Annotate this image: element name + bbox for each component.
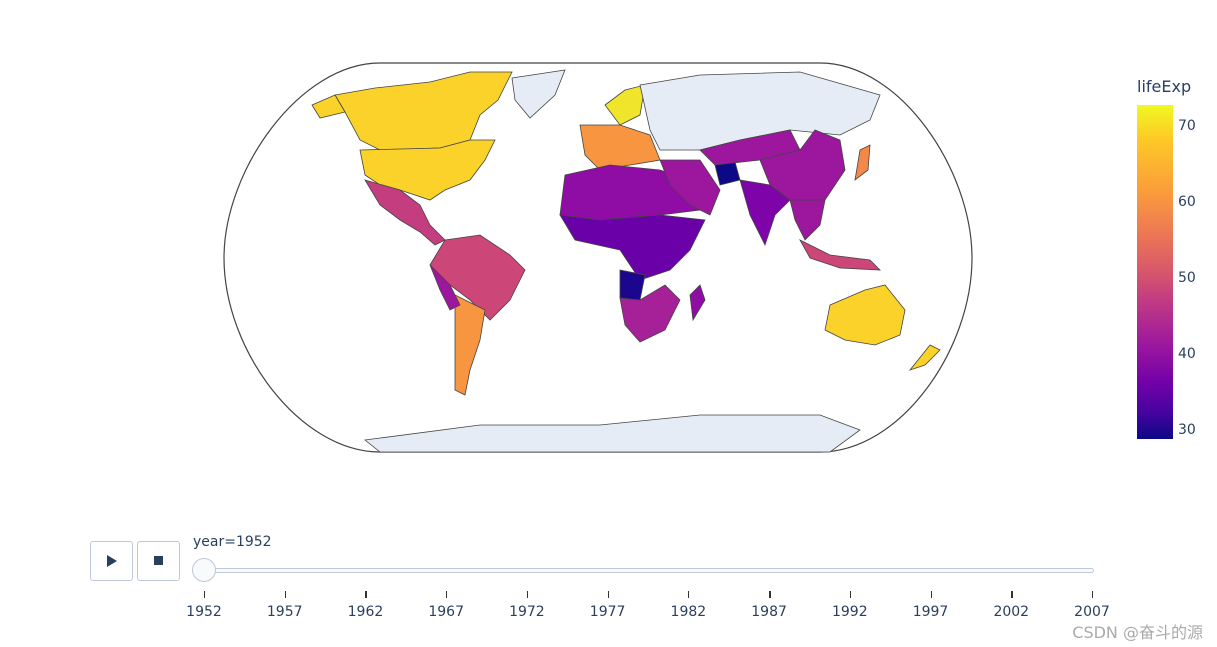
stop-icon <box>153 556 163 565</box>
play-button[interactable] <box>90 541 133 581</box>
slider-step-label[interactable]: 1962 <box>347 604 384 620</box>
slider-step-label[interactable]: 1982 <box>670 604 707 620</box>
slider-step-label[interactable]: 1992 <box>831 604 868 620</box>
colorbar-tick-label: 40 <box>1178 345 1196 362</box>
region-west-central-africa[interactable] <box>559 214 706 281</box>
region-mexico-central-america[interactable] <box>364 179 446 246</box>
region-middle-east[interactable] <box>659 159 721 216</box>
region-alaska[interactable] <box>311 94 346 119</box>
region-madagascar[interactable] <box>689 284 706 322</box>
slider-tick <box>526 591 528 598</box>
region-western-europe[interactable] <box>579 124 661 171</box>
colorbar-tick-label: 30 <box>1178 421 1196 438</box>
play-icon <box>106 555 117 567</box>
slider-step-label[interactable]: 1972 <box>509 604 545 620</box>
stop-button[interactable] <box>137 541 180 581</box>
colorbar-tick-label: 70 <box>1178 117 1196 134</box>
watermark: CSDN @奋斗的源 <box>1072 623 1203 642</box>
slider-tick <box>365 591 368 598</box>
colorbar-tick-label: 60 <box>1178 193 1196 210</box>
slider-tick <box>204 591 205 598</box>
slider-tick <box>769 591 772 598</box>
region-andes[interactable] <box>429 264 461 311</box>
region-scandinavia[interactable] <box>604 84 646 126</box>
region-new-zealand[interactable] <box>908 344 941 371</box>
colorbar-title: lifeExp <box>1137 77 1192 96</box>
slider-tick <box>284 591 286 598</box>
colorbar-tick-label: 50 <box>1178 269 1196 286</box>
slider-step-label[interactable]: 1987 <box>751 604 787 620</box>
slider-tick <box>607 591 609 598</box>
slider-tick <box>1011 591 1014 598</box>
slider-tick <box>1092 591 1093 598</box>
slider-tick <box>930 591 932 598</box>
region-japan[interactable] <box>854 144 871 181</box>
region-indonesia[interactable] <box>799 239 882 271</box>
slider-handle[interactable] <box>192 558 216 582</box>
region-argentina-chile[interactable] <box>454 294 486 396</box>
colorbar <box>1137 105 1173 439</box>
slider-current-value: year=1952 <box>193 534 272 550</box>
slider-step-label[interactable]: 2007 <box>1074 604 1110 620</box>
slider-step-label[interactable]: 1952 <box>186 604 222 620</box>
slider-step-label[interactable]: 1957 <box>266 604 303 620</box>
slider-tick <box>688 591 690 598</box>
slider-tick <box>446 591 448 598</box>
slider-step-label[interactable]: 1997 <box>912 604 949 620</box>
region-india[interactable] <box>739 179 791 247</box>
region-southeast-asia[interactable] <box>789 199 826 241</box>
region-southern-africa[interactable] <box>619 284 681 343</box>
slider-step-label[interactable]: 1977 <box>589 604 626 620</box>
slider-step-label[interactable]: 1967 <box>428 604 464 620</box>
slider-tick <box>849 591 851 598</box>
region-antarctica <box>364 414 861 453</box>
region-angola[interactable] <box>619 269 646 301</box>
slider-step-label[interactable]: 2002 <box>993 604 1030 620</box>
region-greenland <box>511 69 566 119</box>
region-australia[interactable] <box>824 284 906 346</box>
slider-track[interactable] <box>204 568 1094 573</box>
region-canada[interactable] <box>334 71 513 151</box>
